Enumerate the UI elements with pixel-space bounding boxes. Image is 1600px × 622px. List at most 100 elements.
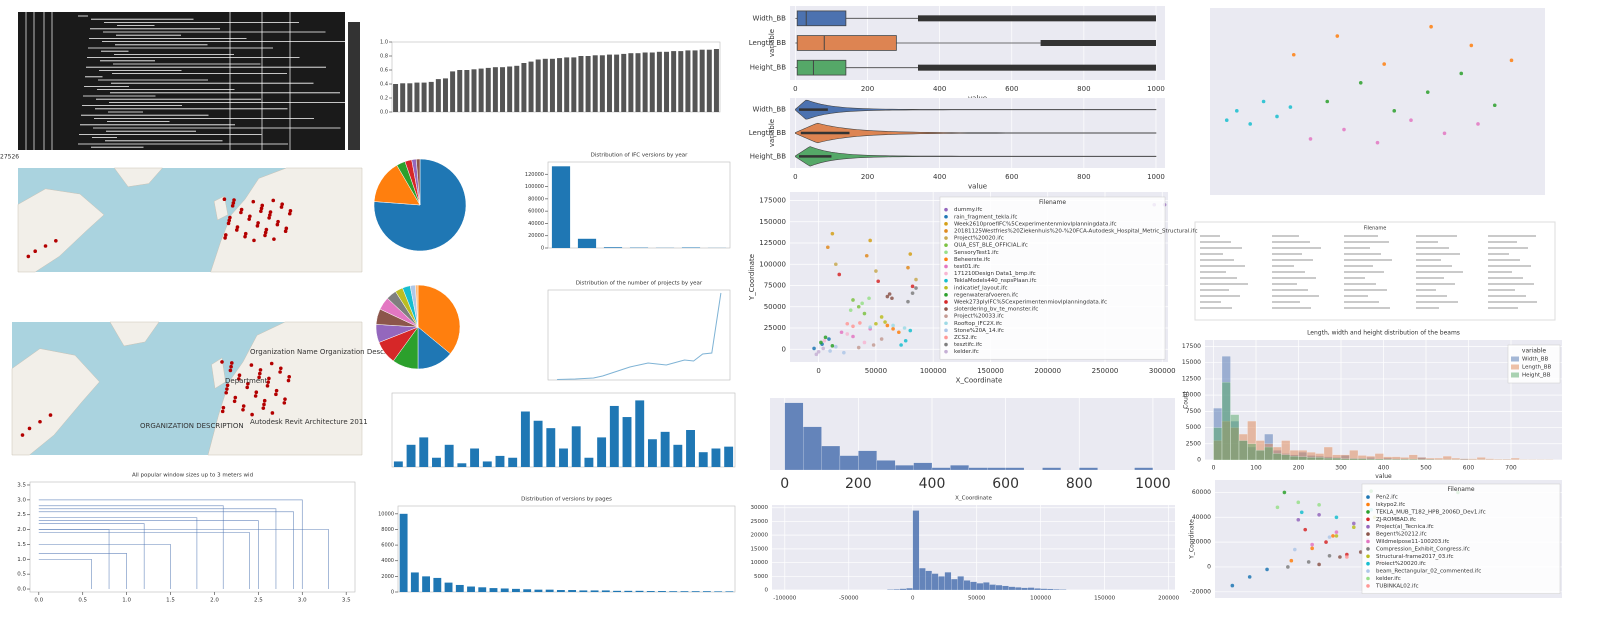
legend-marker	[944, 314, 948, 318]
scatter-point	[1442, 131, 1447, 136]
histogram-bar	[1079, 467, 1098, 471]
y-tick-label: 0	[765, 588, 769, 594]
map-location	[228, 368, 233, 373]
y-tick-label: 0.2	[380, 96, 388, 102]
legend-label: 171210Design Data1_bmp.ifc	[954, 271, 1036, 277]
map-location	[225, 383, 230, 388]
map-location	[274, 392, 278, 397]
legend-label: Begent%20212.ifc	[1376, 532, 1427, 538]
map-location	[262, 398, 267, 403]
legend-marker	[944, 250, 948, 255]
bar	[512, 588, 520, 592]
bar	[478, 587, 487, 592]
scatter-point	[834, 344, 838, 349]
bar	[699, 49, 705, 112]
legend-marker	[944, 257, 948, 262]
map-location	[283, 397, 287, 401]
y-tick-label: 1.5	[17, 542, 26, 548]
scatter-point	[906, 265, 910, 270]
histogram-bar	[1323, 457, 1333, 461]
scatter-point	[908, 328, 913, 333]
map-location	[250, 412, 254, 417]
box	[796, 35, 897, 51]
scatter-point	[1317, 512, 1321, 517]
y-axis-label: variable	[768, 119, 776, 147]
scatter-point	[864, 253, 869, 258]
scatter-point	[1261, 99, 1266, 104]
scatter-point	[1327, 553, 1332, 558]
y-tick-label: 1.0	[380, 40, 388, 46]
map-location	[275, 222, 280, 227]
scatter-point	[1492, 103, 1497, 108]
x-tick-label: 0	[793, 173, 797, 181]
map-location	[251, 199, 256, 204]
scatter-point	[1299, 510, 1304, 515]
scatter-point	[1382, 62, 1386, 66]
y-tick-label: 10000	[1182, 392, 1201, 399]
violin	[795, 146, 1157, 167]
x-tick-label: 2.0	[210, 597, 219, 603]
histogram-bar	[1349, 450, 1359, 461]
bar	[609, 405, 619, 467]
bar	[489, 588, 498, 592]
y-tick-label: 2000	[381, 574, 394, 580]
map-land	[109, 321, 160, 347]
bar	[500, 67, 506, 112]
y-tick-label: Length_BB	[749, 39, 786, 47]
histogram-bar	[913, 462, 933, 471]
histogram-bar	[1221, 382, 1231, 461]
histogram-bar	[1281, 454, 1291, 461]
legend-marker	[1366, 547, 1370, 551]
map-location	[270, 411, 275, 415]
outliers	[918, 64, 1156, 71]
map-location	[287, 374, 292, 379]
legend	[1361, 483, 1561, 594]
legend-label: Length_BB	[1522, 365, 1551, 371]
scatter-point	[1224, 118, 1229, 122]
map-location	[222, 197, 227, 201]
x-axis-label: value	[1375, 473, 1392, 480]
scatter-point	[816, 350, 821, 354]
scatter-point	[908, 252, 913, 256]
histogram-bar	[976, 583, 984, 591]
x-tick-label: 1.0	[122, 597, 131, 603]
x-tick-label: 200000	[1158, 595, 1179, 601]
histogram-bar	[982, 582, 990, 591]
scatter-point	[842, 350, 846, 355]
x-tick-label: -100000	[773, 595, 796, 601]
map-location	[239, 207, 244, 212]
histogram-bar	[1014, 587, 1022, 591]
map-location	[252, 238, 256, 243]
scatter-point	[1325, 99, 1330, 104]
line	[38, 558, 92, 590]
map-location	[258, 371, 262, 376]
scatter-point	[819, 340, 823, 345]
scatter-point	[876, 279, 880, 284]
plot-frame	[397, 505, 736, 593]
legend-label: Proiect%20020.ifc	[1376, 561, 1426, 567]
histogram-bar	[1272, 453, 1282, 461]
map-location	[20, 433, 25, 437]
scatter-point	[879, 337, 884, 341]
legend-label: Week273plyIFC%5Cexperimentenmiovlplannin…	[954, 299, 1107, 305]
scatter-point	[1358, 81, 1363, 85]
histogram-bar	[858, 450, 877, 471]
x-tick-label: 300	[1335, 465, 1347, 472]
histogram-bar	[1230, 414, 1240, 461]
histogram-bar	[1238, 440, 1248, 461]
map-location	[232, 399, 237, 404]
histogram-bar	[1034, 588, 1041, 591]
scatter-point	[902, 326, 907, 330]
map-location	[267, 376, 271, 381]
y-tick-label: 0.0	[380, 110, 388, 116]
bar	[546, 428, 556, 467]
map-location	[259, 206, 264, 211]
legend-marker	[944, 293, 948, 297]
bar	[601, 590, 610, 592]
map-location	[249, 363, 254, 367]
histogram-bar	[1391, 459, 1401, 461]
x-tick-label: 150000	[977, 367, 1004, 375]
scatter-point	[839, 330, 844, 335]
legend-label: Beheerste.ifc	[954, 257, 990, 263]
histogram-bar	[989, 584, 996, 591]
